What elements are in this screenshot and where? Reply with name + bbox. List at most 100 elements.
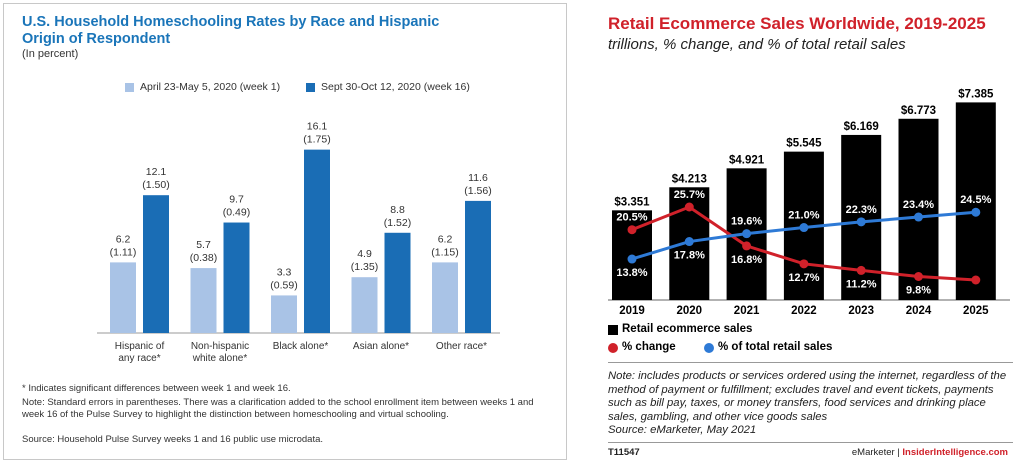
category-tick-label: Black alone* bbox=[273, 341, 329, 352]
year-tick-label: 2023 bbox=[848, 305, 874, 317]
legend-label-week1: April 23-May 5, 2020 (week 1) bbox=[140, 81, 281, 93]
chart-title-line2: Origin of Respondent bbox=[22, 31, 171, 47]
bar-week16 bbox=[223, 222, 250, 333]
share-point bbox=[742, 229, 752, 239]
change-value-label: 9.0% bbox=[963, 288, 988, 300]
bar-week16 bbox=[143, 195, 169, 333]
category-tick-label: Other race* bbox=[436, 341, 487, 352]
sales-value-label: $5.545 bbox=[786, 138, 822, 150]
change-point bbox=[627, 225, 637, 235]
share-value-label: 13.8% bbox=[616, 267, 647, 279]
chart-title-line1: U.S. Household Homeschooling Rates by Ra… bbox=[22, 14, 440, 30]
footer-brand: eMarketer | InsiderIntelligence.com bbox=[852, 447, 1008, 458]
note-text: Note: includes products or services orde… bbox=[608, 370, 1007, 423]
footer-brand-emarketer: eMarketer bbox=[851, 447, 895, 458]
sales-value-label: $4.921 bbox=[729, 154, 765, 166]
bar-error-label: (1.35) bbox=[351, 261, 378, 273]
legend-label-sales: Retail ecommerce sales bbox=[622, 323, 753, 335]
legend-swatch-share bbox=[704, 343, 714, 353]
bar-value-label: 5.7 bbox=[196, 239, 211, 251]
bar-value-label: 9.7 bbox=[229, 194, 244, 206]
year-tick-label: 2025 bbox=[963, 305, 989, 317]
sales-bar bbox=[898, 118, 939, 300]
share-point bbox=[914, 212, 923, 222]
change-point bbox=[856, 265, 866, 275]
homeschool-chart-panel: U.S. Household Homeschooling Rates by Ra… bbox=[3, 3, 567, 460]
footer-separator: | bbox=[894, 447, 903, 458]
legend-swatch-change bbox=[608, 343, 618, 353]
bar-week1 bbox=[110, 262, 136, 333]
unit-label: (In percent) bbox=[22, 48, 79, 60]
bar-error-label: (0.59) bbox=[270, 279, 297, 291]
footnote-standard-errors: Note: Standard errors in parentheses. Th… bbox=[22, 397, 534, 420]
share-point bbox=[627, 254, 637, 264]
chart-subtitle: trillions, % change, and % of total reta… bbox=[608, 36, 906, 53]
sales-value-label: $3.351 bbox=[614, 196, 650, 208]
sales-value-label: $6.169 bbox=[844, 121, 879, 133]
legend-label-change: % change bbox=[622, 341, 676, 353]
bar-error-label: (0.49) bbox=[223, 207, 250, 219]
ecommerce-chart-panel: Retail Ecommerce Sales Worldwide, 2019-2… bbox=[598, 0, 1020, 465]
share-value-label: 17.8% bbox=[674, 250, 705, 262]
share-point bbox=[971, 207, 981, 217]
bar-error-label: (1.11) bbox=[110, 246, 137, 258]
year-tick-label: 2022 bbox=[791, 305, 817, 317]
category-tick-label: white alone* bbox=[192, 353, 248, 364]
share-value-label: 23.4% bbox=[903, 199, 934, 211]
bar-week1 bbox=[271, 295, 297, 333]
bar-value-label: 8.8 bbox=[390, 204, 405, 216]
share-point bbox=[856, 217, 866, 227]
year-tick-label: 2021 bbox=[734, 305, 760, 317]
bar-value-label: 3.3 bbox=[277, 266, 292, 278]
change-value-label: 20.5% bbox=[616, 212, 647, 224]
category-tick-label: Hispanic of bbox=[115, 341, 165, 352]
category-tick-label: Non-hispanic bbox=[191, 341, 249, 352]
sales-value-label: $4.213 bbox=[672, 173, 707, 185]
footer-brand-insider: InsiderIntelligence.com bbox=[902, 447, 1008, 458]
bar-week1 bbox=[432, 262, 458, 333]
share-value-label: 19.6% bbox=[731, 216, 762, 228]
bar-value-label: 6.2 bbox=[438, 233, 453, 245]
bar-error-label: (1.15) bbox=[431, 246, 458, 258]
legend-label-share: % of total retail sales bbox=[718, 341, 833, 353]
change-value-label: 11.2% bbox=[846, 278, 877, 290]
change-value-label: 25.7% bbox=[674, 189, 705, 201]
bar-value-label: 6.2 bbox=[116, 233, 131, 245]
bar-error-label: (1.56) bbox=[464, 185, 491, 197]
year-tick-label: 2020 bbox=[677, 305, 703, 317]
change-value-label: 16.8% bbox=[731, 254, 762, 266]
change-value-label: 9.8% bbox=[906, 285, 931, 297]
bar-error-label: (0.38) bbox=[190, 252, 217, 264]
share-value-label: 21.0% bbox=[788, 210, 819, 222]
change-point bbox=[799, 259, 809, 269]
legend-swatch-week1 bbox=[125, 83, 134, 92]
category-tick-label: Asian alone* bbox=[353, 341, 409, 352]
share-value-label: 24.5% bbox=[960, 194, 991, 206]
bar-error-label: (1.50) bbox=[142, 179, 169, 191]
footnote-source: Source: Household Pulse Survey weeks 1 a… bbox=[22, 434, 324, 445]
legend-swatch-sales bbox=[608, 325, 618, 335]
share-point bbox=[684, 237, 694, 247]
bar-week16 bbox=[304, 149, 330, 333]
share-value-label: 22.3% bbox=[846, 204, 877, 216]
bar-error-label: (1.75) bbox=[303, 134, 330, 146]
chart-note: Note: includes products or services orde… bbox=[608, 370, 1013, 438]
change-point bbox=[684, 202, 694, 212]
legend-label-week16: Sept 30-Oct 12, 2020 (week 16) bbox=[321, 81, 470, 93]
sales-bar bbox=[955, 102, 996, 300]
year-tick-label: 2024 bbox=[906, 305, 932, 317]
bar-error-label: (1.52) bbox=[384, 217, 411, 229]
bar-value-label: 16.1 bbox=[307, 121, 328, 133]
change-value-label: 12.7% bbox=[788, 272, 819, 284]
ecommerce-combo-chart: $3.351 2019 $4.213 2020 $4.921 2021 $5.545 2022… bbox=[608, 88, 1010, 317]
chart-title: Retail Ecommerce Sales Worldwide, 2019-2… bbox=[608, 14, 986, 33]
change-point bbox=[914, 272, 923, 282]
footer-chart-id: T11547 bbox=[608, 447, 640, 458]
footnote-significance: * Indicates significant differences betw… bbox=[22, 383, 291, 394]
bar-week16 bbox=[384, 232, 411, 333]
bar-value-label: 4.9 bbox=[357, 248, 372, 260]
bar-week1 bbox=[351, 277, 378, 333]
change-point bbox=[742, 241, 752, 251]
sales-value-label: $6.773 bbox=[901, 105, 936, 117]
